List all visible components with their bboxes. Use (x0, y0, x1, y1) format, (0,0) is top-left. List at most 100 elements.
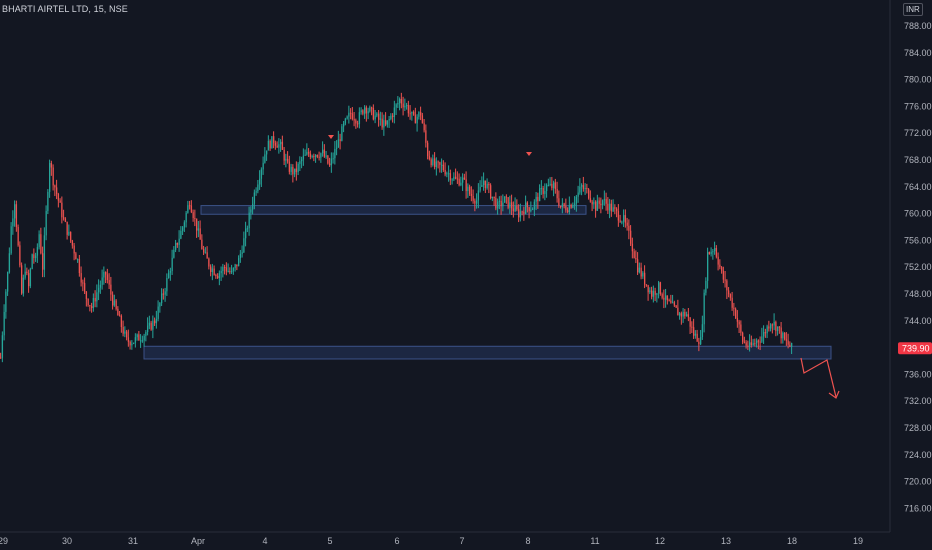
candle-body (168, 272, 170, 278)
candle-body (721, 267, 723, 271)
candle-body (147, 325, 149, 333)
candle-body (413, 111, 415, 115)
candle-body (138, 334, 140, 341)
resistance-support-zone-upper[interactable] (200, 205, 587, 215)
candle-body (563, 203, 565, 206)
candle-body (448, 173, 450, 175)
candle-body (103, 271, 105, 278)
candle-body (185, 212, 187, 223)
candle-body (488, 183, 490, 186)
candle-body (791, 342, 793, 347)
candle-body (56, 187, 58, 194)
candle-body (525, 202, 527, 214)
candle-body (465, 179, 467, 192)
candle-body (281, 141, 284, 150)
candle-body (400, 98, 403, 104)
candle-body (759, 341, 761, 343)
price-tick-label: 720.00 (904, 477, 932, 487)
candle-body (640, 267, 642, 277)
candle-body (532, 209, 534, 211)
candle-body (581, 185, 583, 187)
zones-layer (143, 205, 832, 360)
candle-body (145, 332, 147, 336)
candle-body (754, 343, 756, 345)
candle-body (133, 342, 135, 344)
candle-body (619, 220, 621, 222)
candle-body (362, 110, 364, 114)
candle-body (346, 116, 348, 119)
candles-layer (0, 92, 793, 363)
candle-body (141, 340, 144, 342)
candle-body (547, 185, 550, 187)
candle-body (430, 159, 432, 166)
candle-body (602, 200, 604, 206)
candle-body (99, 284, 102, 288)
candle-body (470, 193, 473, 196)
candle-body (556, 189, 558, 199)
candle-body (42, 253, 44, 270)
candle-body (257, 184, 259, 192)
candle-body (351, 113, 354, 120)
candle-body (770, 324, 772, 329)
candle-body (175, 242, 177, 250)
time-tick-label: 31 (128, 536, 138, 546)
candle-body (33, 254, 35, 259)
candle-body (315, 155, 317, 157)
candle-body (600, 203, 602, 206)
candle-body (687, 314, 690, 318)
candle-body (89, 305, 91, 307)
candle-body (80, 273, 82, 283)
candle-body (509, 202, 511, 208)
candle-body (777, 326, 779, 331)
time-axis[interactable]: 29 30 31 Apr 4 5 6 7 8 11 12 13 18 19 (0, 536, 863, 546)
candle-body (740, 324, 742, 333)
candle-body (367, 111, 369, 114)
candle-body (715, 248, 718, 257)
candle-body (631, 243, 634, 252)
candle-body (395, 104, 397, 108)
candle-body (705, 280, 707, 293)
candle-body (92, 298, 95, 309)
candle-body (150, 322, 152, 330)
candle-body (385, 120, 387, 125)
support-zone-lower[interactable] (143, 345, 832, 360)
candle-body (3, 311, 5, 336)
candle-body (561, 203, 564, 208)
candle-body (24, 271, 26, 278)
candle-body (255, 191, 257, 193)
candle-body (297, 163, 299, 173)
symbol-title[interactable]: BHARTI AIRTEL LTD, 15, NSE (2, 4, 128, 14)
projection-path[interactable] (800, 357, 837, 398)
candle-body (763, 332, 765, 337)
candle-body (49, 163, 51, 192)
candle-body (756, 340, 758, 344)
candle-body (516, 205, 518, 210)
last-price-label: 739.90 (902, 343, 930, 353)
candle-body (752, 343, 754, 345)
candle-body (110, 284, 112, 295)
currency-badge[interactable]: INR (903, 3, 923, 16)
candle-body (596, 200, 599, 211)
candle-body (369, 107, 371, 112)
candle-body (616, 208, 618, 211)
price-axis[interactable]: 788.00 784.00 780.00 776.00 772.00 768.00 764.… (904, 21, 932, 513)
candle-body (439, 162, 441, 165)
markers-layer (328, 135, 532, 156)
candle-body (115, 300, 117, 309)
candle-body (665, 295, 667, 300)
candle-body (1, 335, 4, 358)
candle-body (285, 158, 287, 161)
candle-body (341, 126, 343, 141)
candle-body (29, 268, 32, 287)
candle-body (180, 230, 182, 239)
candle-body (325, 155, 327, 157)
candle-body (306, 151, 308, 155)
candle-body (558, 198, 560, 206)
candle-body (134, 337, 137, 343)
candle-body (140, 340, 142, 342)
candle-body (612, 207, 614, 212)
candle-body (617, 210, 620, 221)
candle-body (595, 201, 597, 211)
